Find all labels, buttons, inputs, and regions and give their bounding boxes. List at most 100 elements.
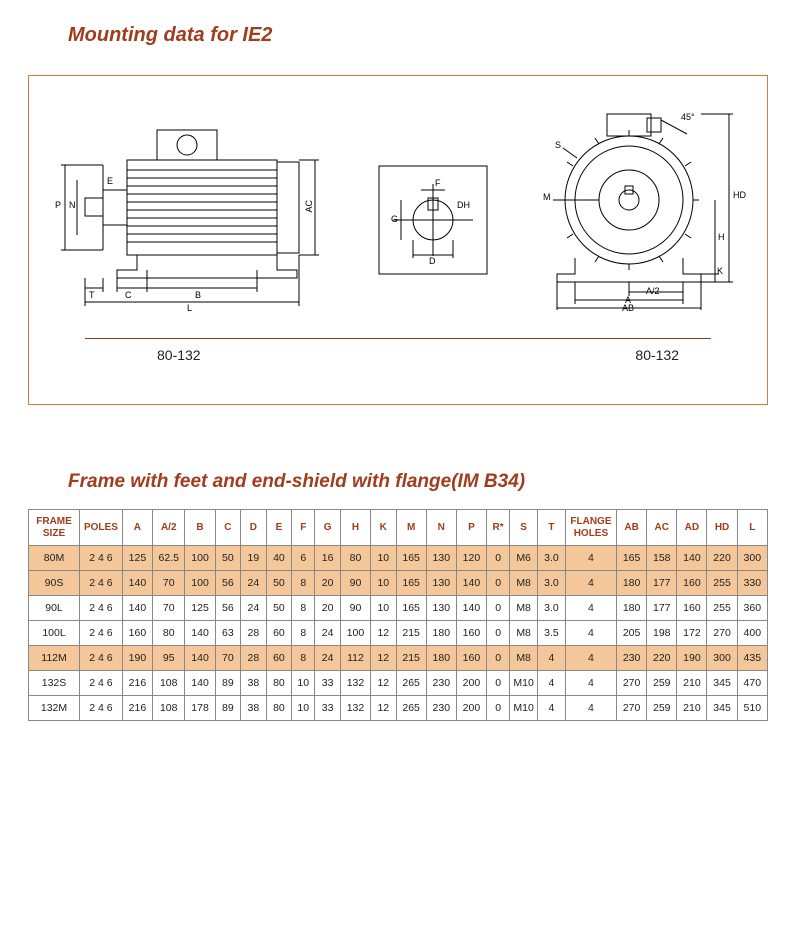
table-header-cell: C [215,510,241,546]
table-cell: 10 [371,596,397,621]
table-cell: 259 [647,671,677,696]
table-cell: 90 [340,571,370,596]
table-cell: 2 4 6 [80,621,123,646]
dim-label-P: P [55,200,61,210]
diagram-front-view: 45° S M A/2 A AB K H HD [519,100,749,310]
table-cell: 2 4 6 [80,646,123,671]
table-cell: 255 [707,596,737,621]
table-cell: 270 [617,696,647,721]
table-cell: 56 [215,571,241,596]
table-cell: 140 [677,546,707,571]
table-cell: 89 [215,671,241,696]
table-cell: 95 [153,646,185,671]
table-cell: 140 [456,571,486,596]
table-cell: 140 [185,646,215,671]
table-cell: 0 [487,571,510,596]
diagram-shaft-end: F DH G D [373,160,493,280]
table-cell: 132M [29,696,80,721]
table-cell: 190 [122,646,152,671]
table-cell: 180 [617,596,647,621]
table-cell: 200 [456,671,486,696]
table-cell: 112M [29,646,80,671]
table-cell: 216 [122,696,152,721]
table-cell: 70 [153,596,185,621]
table-cell: 40 [266,546,292,571]
table-cell: 90 [340,596,370,621]
dim-label-AC: AC [304,200,314,213]
table-cell: 265 [396,696,426,721]
table-cell: 200 [456,696,486,721]
table-cell: 270 [707,621,737,646]
table-cell: 140 [122,571,152,596]
table-cell: 100L [29,621,80,646]
table-cell: 2 4 6 [80,696,123,721]
table-cell: 4 [565,596,616,621]
dim-label-K: K [717,266,723,276]
table-cell: 16 [315,546,341,571]
table-cell: 24 [315,646,341,671]
table-cell: 132S [29,671,80,696]
table-cell: 24 [315,621,341,646]
dim-label-D: D [429,256,436,266]
table-cell: 125 [122,546,152,571]
table-cell: 28 [241,646,267,671]
table-cell: M8 [510,596,538,621]
table-cell: 345 [707,696,737,721]
table-header-cell: A [122,510,152,546]
table-cell: 70 [215,646,241,671]
table-cell: 230 [617,646,647,671]
table-cell: 4 [538,671,566,696]
table-cell: 198 [647,621,677,646]
table-cell: 510 [737,696,767,721]
table-row: 132M2 4 62161081788938801033132122652302… [29,696,768,721]
table-cell: M8 [510,621,538,646]
table-cell: 160 [677,571,707,596]
table-cell: 62.5 [153,546,185,571]
table-header-cell: G [315,510,341,546]
table-cell: 33 [315,671,341,696]
table-cell: 165 [396,596,426,621]
table-cell: 12 [371,646,397,671]
table-cell: 165 [396,571,426,596]
table-cell: 90L [29,596,80,621]
table-cell: 10 [292,671,315,696]
table-cell: M10 [510,671,538,696]
table-cell: 0 [487,546,510,571]
table-cell: 8 [292,646,315,671]
table-cell: 28 [241,621,267,646]
table-cell: 0 [487,646,510,671]
diagram-frame: P N E T C B L AC [28,75,768,405]
table-cell: 50 [266,596,292,621]
table-cell: 0 [487,671,510,696]
table-cell: 0 [487,696,510,721]
table-cell: 10 [292,696,315,721]
table-cell: 33 [315,696,341,721]
table-cell: 216 [122,671,152,696]
diagram-divider [85,338,711,339]
dim-label-N: N [69,200,76,210]
dim-label-C: C [125,290,132,300]
dim-label-AB: AB [622,303,634,313]
table-cell: 165 [617,546,647,571]
diagram-caption-left: 80-132 [157,347,201,363]
table-cell: 20 [315,571,341,596]
dim-label-E: E [107,176,113,186]
table-cell: 4 [565,696,616,721]
dim-label-HD: HD [733,190,746,200]
table-cell: 180 [617,571,647,596]
table-cell: 205 [617,621,647,646]
table-cell: 160 [456,646,486,671]
table-cell: 70 [153,571,185,596]
table-cell: 255 [707,571,737,596]
table-header-cell: HD [707,510,737,546]
table-cell: 90S [29,571,80,596]
table-cell: 165 [396,546,426,571]
table-cell: 2 4 6 [80,671,123,696]
table-header-cell: H [340,510,370,546]
table-cell: 0 [487,621,510,646]
table-cell: 4 [565,571,616,596]
table-cell: 470 [737,671,767,696]
table-cell: 4 [538,696,566,721]
table-cell: 63 [215,621,241,646]
table-cell: 2 4 6 [80,546,123,571]
